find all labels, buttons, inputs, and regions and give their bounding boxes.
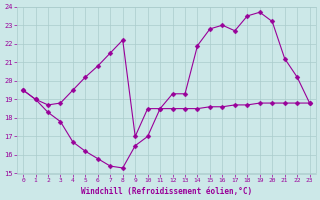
X-axis label: Windchill (Refroidissement éolien,°C): Windchill (Refroidissement éolien,°C) [81,187,252,196]
